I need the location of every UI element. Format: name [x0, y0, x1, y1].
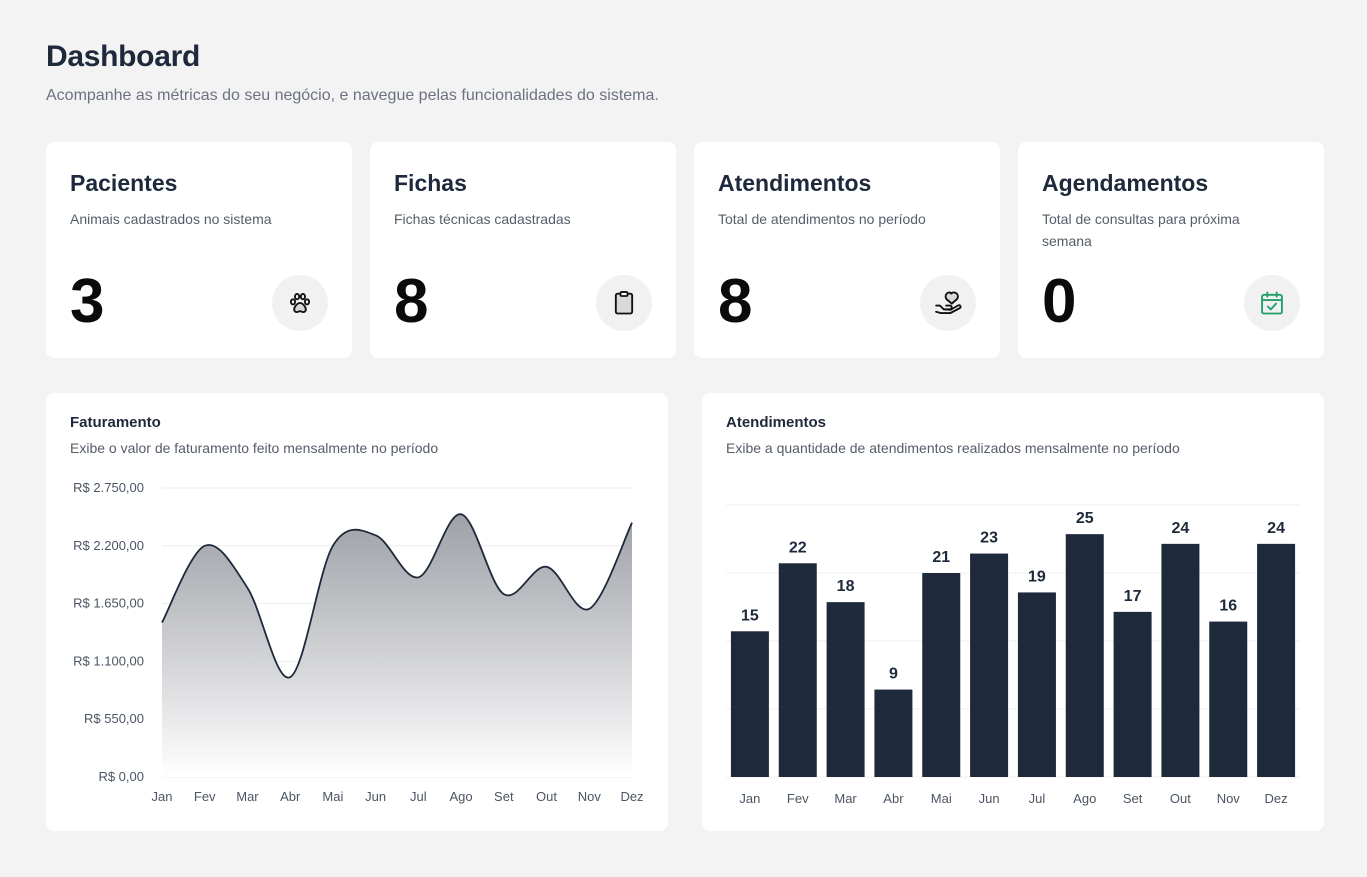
bar[interactable]: [1161, 543, 1200, 777]
bar[interactable]: [1065, 534, 1104, 777]
x-tick-label: Jun: [979, 791, 1000, 806]
x-tick-label: Abr: [883, 791, 904, 806]
data-point[interactable]: [244, 585, 250, 591]
x-tick-label: Ago: [450, 789, 473, 804]
series-line: [161, 513, 633, 679]
bar[interactable]: [778, 563, 817, 777]
stat-card-description: Total de consultas para próxima semana: [1042, 211, 1240, 249]
bar-value-label: 17: [1124, 588, 1142, 605]
atendimentos-bar-chart[interactable]: 15 Jan 22 Fev 18 Mar 9 Abr 21 Mai 23 Jun 19 Jul 25 Ago 1…: [702, 393, 1324, 831]
bar-value-label: 22: [789, 539, 807, 556]
faturamento-chart-card: Faturamento Exibe o valor de faturamento…: [46, 393, 668, 831]
bar-value-label: 24: [1172, 520, 1190, 537]
y-tick-label: R$ 1.650,00: [73, 596, 144, 611]
bar[interactable]: [1113, 611, 1152, 777]
x-tick-label: Jun: [365, 789, 386, 804]
chart-subtitle: Exibe a quantidade de atendimentos reali…: [726, 440, 1180, 456]
x-tick-label: Mai: [322, 789, 343, 804]
x-tick-label: Set: [1123, 791, 1143, 806]
stat-card-fichas[interactable]: Fichas Fichas técnicas cadastradas 8: [370, 142, 676, 358]
x-tick-label: Dez: [1265, 791, 1288, 806]
bar-value-label: 9: [889, 666, 898, 683]
chart-subtitle: Exibe o valor de faturamento feito mensa…: [70, 440, 439, 456]
stat-card-description: Total de atendimentos no período: [718, 211, 926, 227]
y-tick-label: R$ 550,00: [84, 711, 144, 726]
x-tick-label: Nov: [1217, 791, 1241, 806]
stat-card-description: Animais cadastrados no sistema: [70, 211, 272, 227]
atendimentos-chart-card: Atendimentos Exibe a quantidade de atend…: [702, 393, 1324, 831]
x-tick-label: Jul: [410, 789, 427, 804]
x-tick-label: Out: [536, 789, 557, 804]
y-tick-label: R$ 2.200,00: [73, 538, 144, 553]
page-title: Dashboard: [46, 40, 200, 73]
stat-card-title: Agendamentos: [1042, 170, 1209, 196]
data-point[interactable]: [330, 543, 336, 549]
bar-value-label: 19: [1028, 568, 1046, 585]
bar-value-label: 21: [932, 549, 950, 566]
x-tick-label: Jan: [152, 789, 173, 804]
bar[interactable]: [1257, 543, 1296, 777]
x-tick-label: Set: [494, 789, 514, 804]
area-fill: [162, 514, 632, 777]
bar-value-label: 16: [1219, 598, 1237, 615]
data-point[interactable]: [415, 574, 421, 580]
x-tick-label: Fev: [787, 791, 809, 806]
data-point[interactable]: [544, 564, 550, 570]
chart-title: Atendimentos: [726, 414, 827, 431]
x-tick-label: Nov: [578, 789, 602, 804]
bar[interactable]: [922, 573, 961, 777]
hand-heart-icon: [920, 275, 976, 331]
bar[interactable]: [1017, 592, 1056, 777]
stat-card-value: 8: [394, 267, 429, 336]
bar-value-label: 24: [1267, 520, 1285, 537]
clipboard-icon: [596, 275, 652, 331]
x-tick-label: Abr: [280, 789, 301, 804]
data-point[interactable]: [501, 591, 507, 597]
x-tick-label: Fev: [194, 789, 216, 804]
stat-card-title: Pacientes: [70, 170, 178, 196]
bar[interactable]: [730, 631, 769, 777]
stat-card-atendimentos[interactable]: Atendimentos Total de atendimentos no pe…: [694, 142, 1000, 358]
faturamento-area-chart[interactable]: R$ 0,00 R$ 550,00 R$ 1.100,00 R$ 1.650,00 R$…: [46, 393, 668, 831]
x-tick-label: Mar: [834, 791, 857, 806]
data-point[interactable]: [202, 543, 208, 549]
chart-title: Faturamento: [70, 414, 161, 431]
x-tick-label: Ago: [1073, 791, 1096, 806]
stat-card-value: 3: [70, 267, 105, 336]
bar[interactable]: [826, 602, 865, 777]
x-tick-label: Dez: [620, 789, 643, 804]
data-point[interactable]: [159, 620, 165, 626]
x-tick-label: Jul: [1029, 791, 1046, 806]
page-subtitle: Acompanhe as métricas do seu negócio, e …: [46, 87, 659, 104]
data-point[interactable]: [458, 511, 464, 517]
x-tick-label: Out: [1170, 791, 1191, 806]
bar-value-label: 15: [741, 607, 759, 624]
paw-icon: [272, 275, 328, 331]
stat-card-pacientes[interactable]: Pacientes Animais cadastrados no sistema…: [46, 142, 352, 358]
bar[interactable]: [874, 689, 913, 777]
bar[interactable]: [1209, 621, 1248, 777]
stat-card-value: 8: [718, 267, 753, 336]
bar-value-label: 18: [837, 578, 855, 595]
data-point[interactable]: [586, 606, 592, 612]
stat-card-agendamentos[interactable]: Agendamentos Total de consultas para pró…: [1018, 142, 1324, 358]
x-tick-label: Mai: [931, 791, 952, 806]
data-point[interactable]: [629, 520, 635, 526]
data-point[interactable]: [287, 674, 293, 680]
y-tick-label: R$ 2.750,00: [73, 480, 144, 495]
x-tick-label: Jan: [739, 791, 760, 806]
calendar-check-icon: [1244, 275, 1300, 331]
stat-card-title: Atendimentos: [718, 170, 872, 196]
data-point[interactable]: [373, 532, 379, 538]
stat-card-value: 0: [1042, 267, 1077, 336]
x-tick-label: Mar: [236, 789, 259, 804]
stat-card-description: Fichas técnicas cadastradas: [394, 211, 571, 227]
stat-card-title: Fichas: [394, 170, 467, 196]
bar[interactable]: [970, 553, 1009, 777]
bar-value-label: 23: [980, 530, 998, 547]
y-tick-label: R$ 0,00: [98, 769, 144, 784]
bar-value-label: 25: [1076, 510, 1094, 527]
y-tick-label: R$ 1.100,00: [73, 653, 144, 668]
